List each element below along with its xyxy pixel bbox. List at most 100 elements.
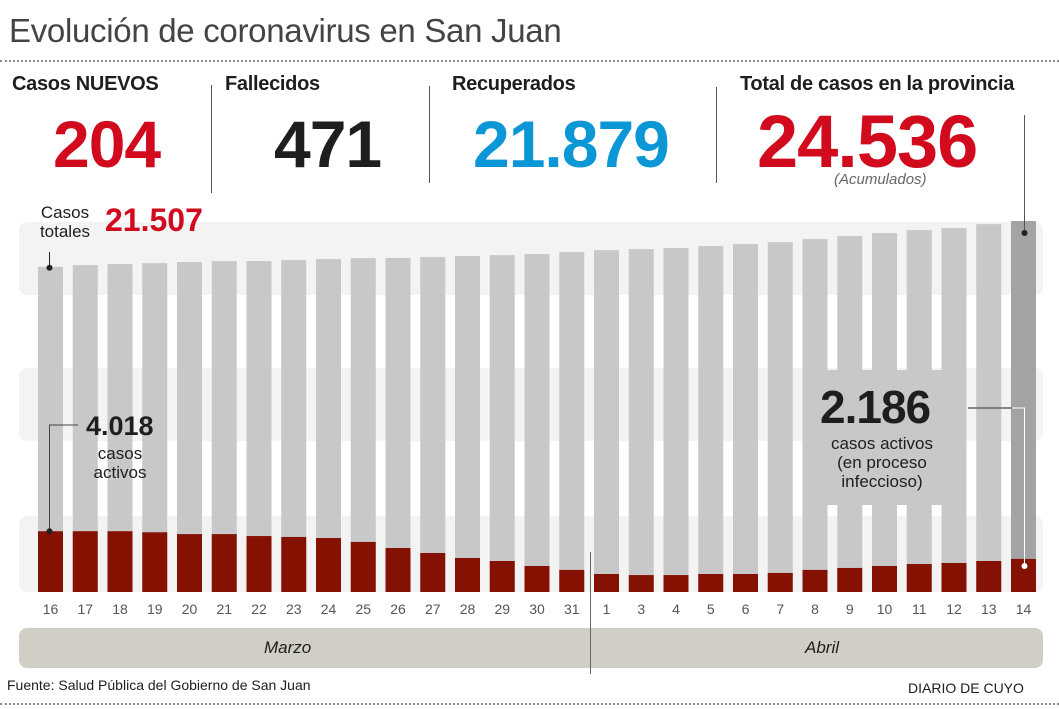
active-cases-bar <box>316 538 341 592</box>
total-cases-bar <box>733 244 758 592</box>
x-tick-label: 4 <box>672 601 680 617</box>
x-tick-label: 19 <box>147 601 163 617</box>
total-cases-bar <box>455 256 480 592</box>
stat-value-recovered: 21.879 <box>473 107 670 181</box>
total-cases-bar <box>385 257 411 592</box>
x-tick-label: 9 <box>846 601 854 617</box>
x-tick-label: 10 <box>877 601 893 617</box>
total-cases-bar <box>281 260 307 592</box>
active-cases-end-box <box>804 370 960 505</box>
active-cases-bar <box>524 565 550 592</box>
leader-dot <box>1021 230 1028 236</box>
stat-value-new-cases: 204 <box>53 107 161 181</box>
stat-value-total: 24.536 <box>757 100 978 183</box>
x-tick-label: 20 <box>182 601 198 617</box>
total-cases-label: Casos totales <box>36 203 94 241</box>
x-tick-label: 30 <box>529 601 545 617</box>
title-divider <box>0 60 1059 62</box>
total-cases-label-line2: totales <box>39 222 91 241</box>
stat-label-recovered: Recuperados <box>452 73 576 95</box>
active-cases-bar <box>455 557 480 592</box>
x-tick-label: 3 <box>637 601 645 617</box>
x-tick-label: 23 <box>286 601 302 617</box>
month-label-marzo: Marzo <box>264 638 312 657</box>
x-tick-label: 6 <box>742 601 750 617</box>
active-cases-bar <box>698 574 724 592</box>
active-cases-bar <box>385 547 411 592</box>
active-cases-bar <box>72 531 98 592</box>
total-cases-bar <box>767 242 793 593</box>
active-cases-bar <box>107 531 133 592</box>
stat-label-total: Total de casos en la provincia <box>740 73 1015 95</box>
stat-divider <box>429 86 430 183</box>
total-cases-bar <box>316 259 341 592</box>
stat-divider <box>716 87 717 183</box>
stat-label-new-cases: Casos NUEVOS <box>12 73 159 95</box>
total-cases-bar <box>350 258 376 592</box>
total-cases-bar <box>524 254 550 592</box>
stat-note-accumulated: (Acumulados) <box>834 171 927 188</box>
total-cases-start-value: 21.507 <box>105 202 203 238</box>
active-cases-bar <box>38 531 63 592</box>
leader-line <box>1012 407 1025 566</box>
x-tick-label: 31 <box>564 601 580 617</box>
leader-line <box>49 424 78 532</box>
total-cases-label-line1: Casos <box>40 203 90 222</box>
active-cases-start-line2: activos <box>93 463 147 482</box>
page-title: Evolución de coronavirus en San Juan <box>9 12 562 49</box>
x-tick-label: 1 <box>603 601 611 617</box>
x-tick-label: 21 <box>216 601 232 617</box>
x-tick-label: 8 <box>811 601 819 617</box>
active-cases-bar <box>559 569 585 592</box>
month-label-abril: Abril <box>805 638 840 657</box>
x-tick-label: 11 <box>912 601 927 617</box>
x-tick-label: 28 <box>460 601 476 617</box>
active-cases-bar <box>906 564 932 592</box>
x-tick-label: 14 <box>1016 601 1032 617</box>
source-note: Fuente: Salud Pública del Gobierno de Sa… <box>7 677 311 693</box>
total-cases-bar <box>559 252 585 593</box>
stat-value-deaths: 471 <box>274 107 382 181</box>
month-band <box>19 628 1043 668</box>
x-axis-labels: 16 17 18 19 20 21 22 23 24 25 26 27 28 29 30 31 1 3 4 5 6 7 8 9… <box>43 601 1032 617</box>
active-cases-bar <box>281 536 307 592</box>
x-tick-label: 16 <box>43 601 59 617</box>
total-cases-bar <box>628 249 654 592</box>
active-cases-bar <box>350 541 376 592</box>
active-cases-bar <box>802 569 828 592</box>
active-cases-bar <box>489 561 515 592</box>
total-cases-bar <box>420 257 446 592</box>
active-cases-start-label: casos activos <box>86 444 154 482</box>
x-tick-label: 29 <box>494 601 510 617</box>
active-cases-bar <box>663 575 689 592</box>
total-cases-bar <box>1011 221 1036 592</box>
active-cases-bar <box>941 562 967 592</box>
total-cases-bar <box>594 250 619 592</box>
active-cases-end-label: casos activos (en proceso infeccioso) <box>810 434 954 491</box>
annotation-leaders <box>46 115 1028 569</box>
month-separator <box>590 552 591 674</box>
active-cases-end-line3: infeccioso) <box>841 472 923 491</box>
active-cases-bar <box>594 574 619 592</box>
active-cases-bar <box>420 552 446 592</box>
active-cases-bar <box>976 561 1002 592</box>
total-cases-bar <box>489 255 515 592</box>
stat-divider <box>211 85 212 193</box>
brand-credit: DIARIO DE CUYO <box>908 680 1024 696</box>
stat-label-deaths: Fallecidos <box>225 73 320 95</box>
active-cases-bar <box>246 536 272 592</box>
x-tick-label: 7 <box>776 601 784 617</box>
active-cases-bar <box>837 567 863 592</box>
leader-dot <box>1021 563 1028 569</box>
active-cases-bar <box>767 572 793 592</box>
x-tick-label: 13 <box>981 601 997 617</box>
leader-dot <box>46 528 53 535</box>
bars <box>38 221 1036 593</box>
active-cases-end-value: 2.186 <box>820 381 931 433</box>
active-cases-start-value: 4.018 <box>86 411 154 441</box>
active-cases-end-line2: (en proceso <box>837 453 927 472</box>
active-cases-start-line1: casos <box>97 444 143 463</box>
x-tick-label: 5 <box>707 601 715 617</box>
footer-divider <box>0 703 1059 705</box>
